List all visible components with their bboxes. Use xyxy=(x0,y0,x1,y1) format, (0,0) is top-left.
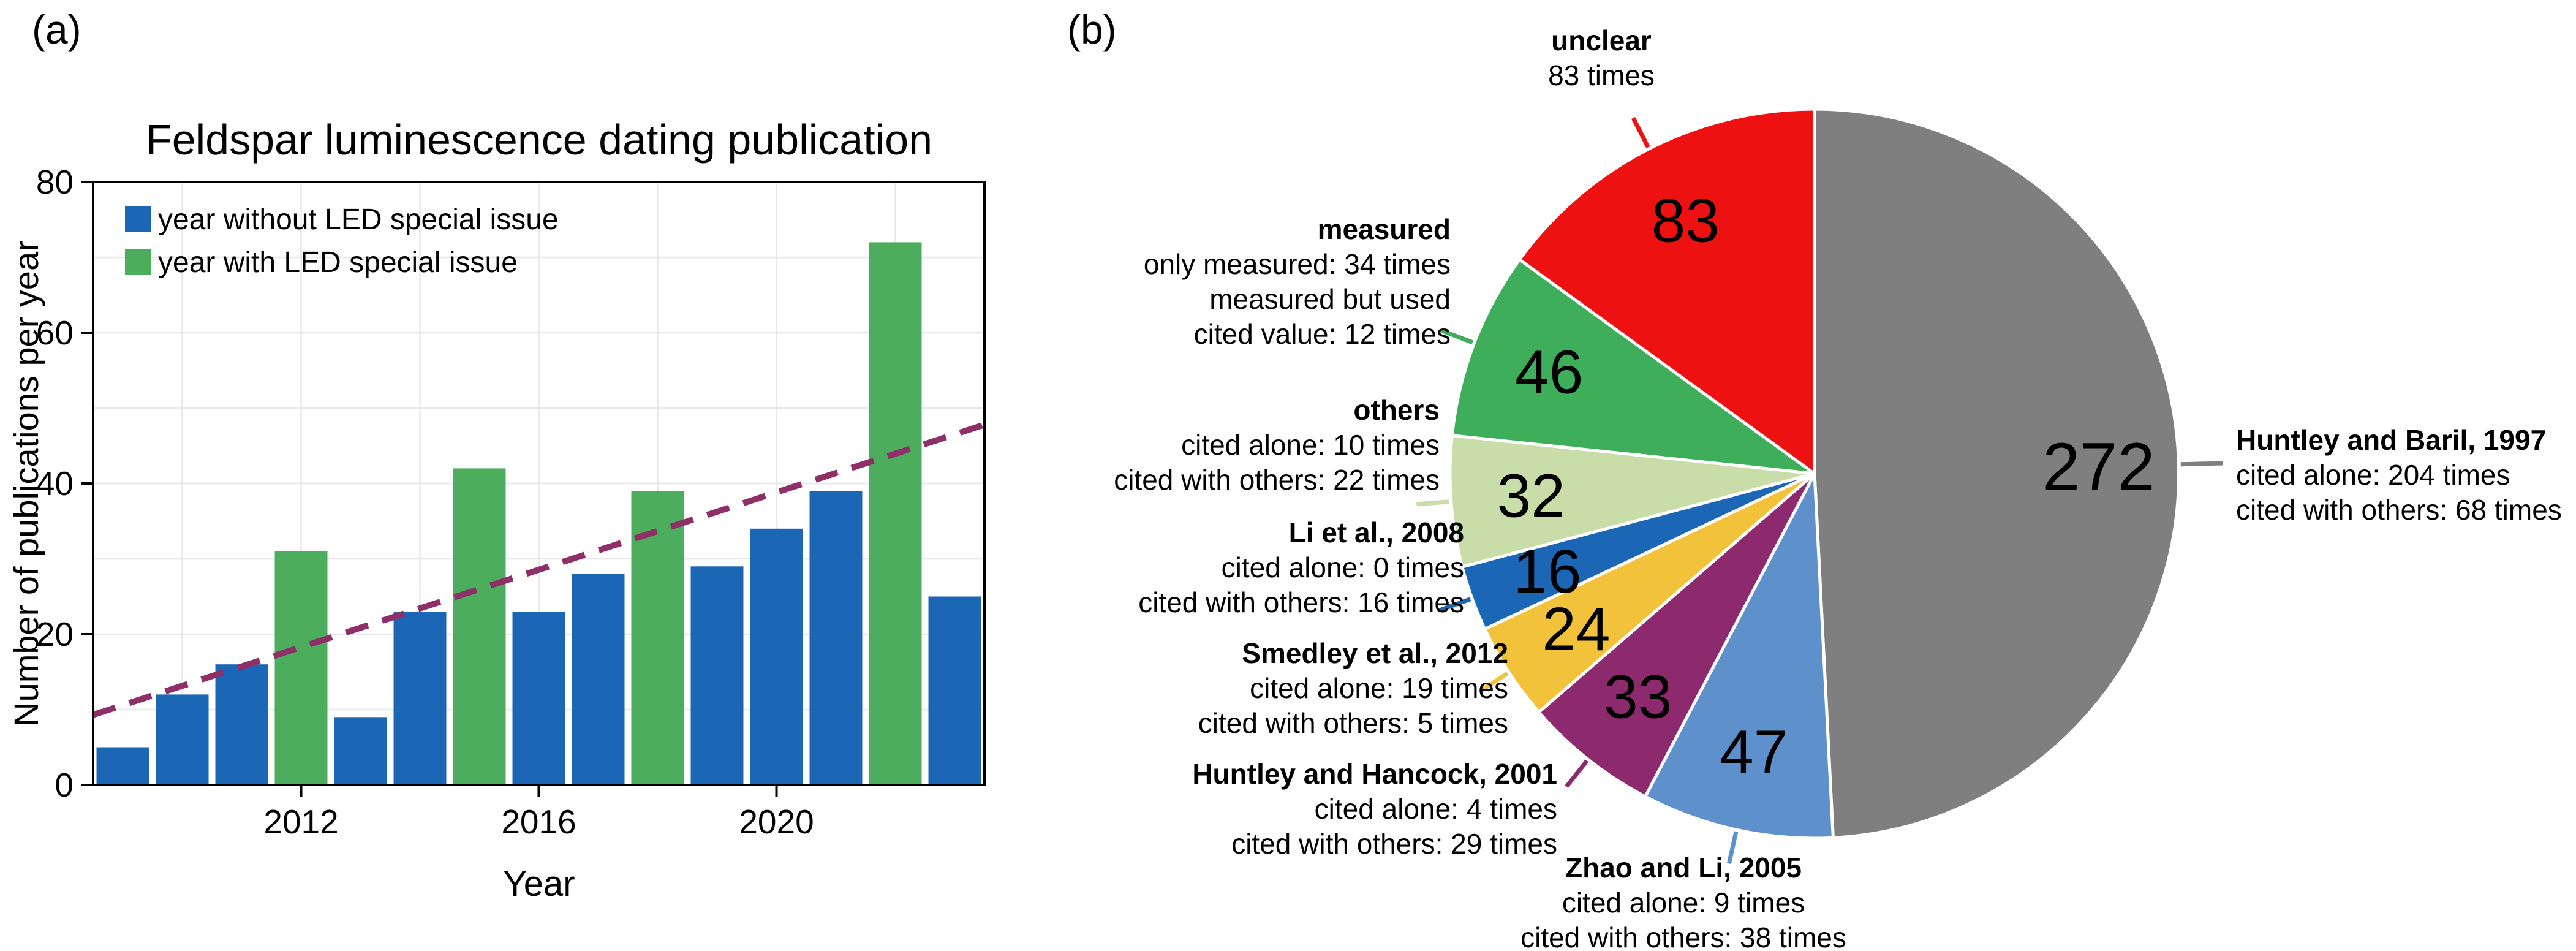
bar-2011 xyxy=(215,664,268,785)
pie-callout-line: cited with others: 68 times xyxy=(2236,494,2562,526)
pie-callout-line: cited value: 12 times xyxy=(1193,318,1451,350)
leader-1 xyxy=(1726,831,1739,865)
pie-callout-line: cited with others: 5 times xyxy=(1198,707,1508,739)
pie-callout-line: cited alone: 10 times xyxy=(1181,429,1440,461)
panel-b-label: (b) xyxy=(1067,7,1117,52)
pie-callout-title: unclear xyxy=(1551,25,1652,56)
pie-callout-li-et-al-2008: Li et al., 2008 cited alone: 0 times cited… xyxy=(729,515,1464,620)
pie-value-32: 32 xyxy=(1497,462,1565,531)
pie-callout-title: measured xyxy=(1317,213,1451,245)
pie-callout-title: Huntley and Hancock, 2001 xyxy=(1192,758,1557,790)
leader-5 xyxy=(1416,499,1450,507)
x-axis-label: Year xyxy=(503,864,575,904)
bar-chart-tick-labels: 0 20 40 60 80 2012 2016 2020 xyxy=(36,163,814,841)
pie-callout-line: cited alone: 19 times xyxy=(1250,672,1508,704)
pie-callout-zhao-and-li-2005: Zhao and Li, 2005 cited alone: 9 times cit… xyxy=(1285,851,2082,951)
pie-value-47: 47 xyxy=(1720,718,1788,786)
pie-callout-line: cited with others: 29 times xyxy=(1231,828,1557,860)
bar-2021 xyxy=(809,491,863,785)
pie-slice-huntley-and-baril-1997 xyxy=(1813,107,2181,839)
trend-line xyxy=(92,422,986,718)
leader-0 xyxy=(2180,461,2223,467)
y-tick-label-20: 20 xyxy=(36,615,74,653)
y-axis-label: Number of publications per year xyxy=(7,240,45,727)
pie-callout-line: measured but used xyxy=(1209,283,1451,315)
bar-2010 xyxy=(156,694,209,785)
bar-2017 xyxy=(572,574,625,785)
pie-callout-line: only measured: 34 times xyxy=(1143,248,1451,280)
pie-slice-unclear xyxy=(1517,107,1816,476)
bar-2015 xyxy=(453,468,506,785)
panel-a-label: (a) xyxy=(32,7,81,52)
pie-callout-smedley-et-al-2012: Smedley et al., 2012 cited alone: 19 time… xyxy=(773,636,1508,741)
pie-slices xyxy=(1448,107,2181,840)
pie-callout-line: cited with others: 38 times xyxy=(1520,922,1846,951)
pie-slice-others xyxy=(1448,434,1816,569)
pie-callout-title: Huntley and Baril, 1997 xyxy=(2236,424,2547,456)
pie-callout-line: cited with others: 16 times xyxy=(1138,586,1464,618)
y-tick-label-40: 40 xyxy=(36,464,74,502)
bar-chart-legend: year without LED special issue year with … xyxy=(125,203,559,279)
pie-value-24: 24 xyxy=(1542,595,1610,664)
bar-2012 xyxy=(274,551,328,785)
pie-value-46: 46 xyxy=(1515,338,1583,407)
pie-callout-title: others xyxy=(1353,394,1440,426)
x-tick-label-2020: 2020 xyxy=(739,803,814,841)
bar-chart-axes xyxy=(81,181,986,797)
pie-leader-ticks xyxy=(1416,117,2223,865)
pie-callout-line: cited with others: 22 times xyxy=(1114,464,1440,496)
legend-swatch-0 xyxy=(125,206,151,232)
x-tick-label-2012: 2012 xyxy=(263,803,338,841)
pie-slice-huntley-and-hancock-2001 xyxy=(1537,472,1816,798)
bar-2009 xyxy=(96,747,149,785)
bar-2014 xyxy=(393,612,447,785)
legend-swatch-1 xyxy=(125,249,151,275)
legend-label-1: year with LED special issue xyxy=(158,246,518,279)
legend-label-0: year without LED special issue xyxy=(158,203,559,236)
leader-4 xyxy=(1438,597,1471,613)
pie-callout-line: cited alone: 4 times xyxy=(1314,793,1557,825)
pie-callout-huntley-and-baril-1997: Huntley and Baril, 1997 cited alone: 204 … xyxy=(2236,423,2574,528)
pie-value-33: 33 xyxy=(1604,663,1672,732)
pie-callout-line: cited alone: 0 times xyxy=(1221,551,1464,583)
pie-slice-zhao-and-li-2005 xyxy=(1644,472,1835,840)
pie-callout-measured: measured only measured: 34 times measured … xyxy=(716,212,1451,352)
y-tick-label-60: 60 xyxy=(36,314,74,352)
bar-2023 xyxy=(928,596,981,785)
pie-slice-measured xyxy=(1450,258,1816,476)
pie-callout-others: others cited alone: 10 times cited with ot… xyxy=(704,393,1440,498)
pie-value-83: 83 xyxy=(1652,187,1720,256)
y-tick-label-80: 80 xyxy=(36,163,74,201)
bar-2019 xyxy=(690,566,744,785)
bar-2016 xyxy=(512,612,565,785)
pie-callout-line: cited alone: 9 times xyxy=(1562,887,1805,919)
bar-chart-bars xyxy=(96,242,981,785)
pie-callout-title: Smedley et al., 2012 xyxy=(1242,637,1508,669)
pie-callout-line: 83 times xyxy=(1548,59,1655,91)
leader-7 xyxy=(1631,117,1650,148)
pie-callout-title: Zhao and Li, 2005 xyxy=(1565,852,1802,884)
bar-2013 xyxy=(334,717,387,785)
pie-callout-title: Li et al., 2008 xyxy=(1288,517,1464,548)
leader-2 xyxy=(1565,759,1589,788)
pie-callout-huntley-and-hancock-2001: Huntley and Hancock, 2001 cited alone: 4 … xyxy=(822,757,1557,862)
pie-value-16: 16 xyxy=(1513,537,1581,606)
x-tick-label-2016: 2016 xyxy=(501,803,576,841)
y-tick-label-0: 0 xyxy=(55,766,74,804)
pie-callout-line: cited alone: 204 times xyxy=(2236,459,2510,491)
bar-2022 xyxy=(869,242,922,785)
pie-callout-unclear: unclear 83 times xyxy=(1326,23,1877,93)
leader-3 xyxy=(1478,672,1509,694)
leader-6 xyxy=(1441,328,1473,345)
pie-value-272: 272 xyxy=(2042,430,2155,505)
bar-chart-title: Feldspar luminescence dating publication xyxy=(146,116,932,164)
bar-2020 xyxy=(750,528,803,785)
